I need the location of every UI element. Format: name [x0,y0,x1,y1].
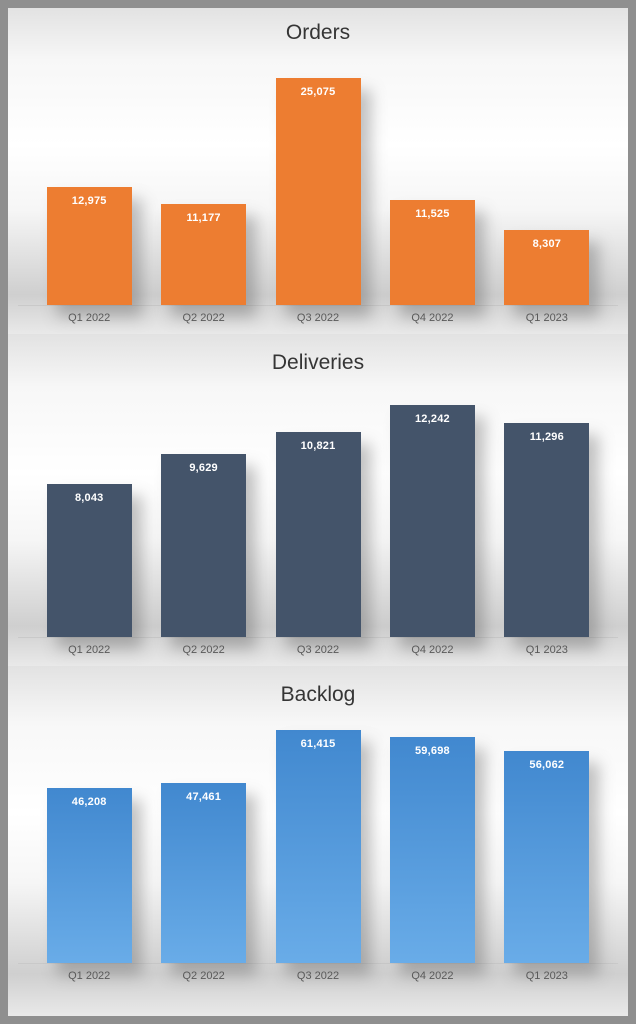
bar-slot-q4-2022: 11,525 [375,51,489,305]
category-label-q4-2022: Q4 2022 [411,970,454,982]
value-label-q1-2023: 56,062 [529,758,565,771]
deliveries-plot-area: 8,043 9,629 10,821 12,242 11,296 [18,381,618,638]
bar-slot-q1-2022: 46,208 [32,713,146,963]
value-label-q1-2023: 11,296 [529,430,564,443]
backlog-chart-title: Backlog [280,683,356,706]
value-label-q4-2022: 11,525 [415,208,450,221]
bar-q1-2022: 12,975 [46,187,132,305]
bar-q1-2023: 8,307 [504,229,590,305]
bar-slot-q1-2022: 8,043 [32,381,146,637]
bar-slot-q3-2022: 10,821 [261,381,375,637]
deliveries-chart-section: Deliveries 8,043 9,629 10,821 12,242 11,296 … [8,334,628,666]
category-label-q1-2023: Q1 2023 [525,312,568,324]
value-label-q1-2022: 8,043 [74,492,104,505]
value-label-q4-2022: 12,242 [414,412,450,425]
bar-q3-2022: 61,415 [275,730,361,963]
value-label-q1-2022: 46,208 [71,795,107,808]
deliveries-category-axis: Q1 2022 Q2 2022 Q3 2022 Q4 2022 Q1 2023 [18,638,618,666]
category-label-q4-2022: Q4 2022 [411,312,454,324]
category-label-q2-2022: Q2 2022 [182,970,225,982]
bar-slot-q2-2022: 11,177 [146,51,260,305]
bar-q2-2022: 47,461 [161,783,247,963]
category-label-q4-2022: Q4 2022 [411,644,454,656]
bar-q1-2022: 46,208 [46,787,132,963]
category-label-q1-2023: Q1 2023 [525,644,568,656]
bar-slot-q4-2022: 12,242 [375,381,489,637]
value-label-q3-2022: 10,821 [300,439,336,452]
bar-slot-q2-2022: 9,629 [146,381,260,637]
category-label-q3-2022: Q3 2022 [296,312,340,324]
category-label-q2-2022: Q2 2022 [182,644,225,656]
category-label-q1-2022: Q1 2022 [68,970,111,982]
value-label-q3-2022: 61,415 [300,738,336,751]
bar-q1-2022: 8,043 [46,484,132,637]
orders-category-axis: Q1 2022 Q2 2022 Q3 2022 Q4 2022 Q1 2023 [18,306,618,334]
category-label-q3-2022: Q3 2022 [296,970,340,982]
bar-q1-2023: 11,296 [504,422,590,637]
bar-slot-q1-2023: 11,296 [490,381,604,637]
bar-q2-2022: 9,629 [161,454,247,637]
bar-slot-q2-2022: 47,461 [146,713,260,963]
bar-q4-2022: 59,698 [389,736,475,963]
category-label-q1-2022: Q1 2022 [68,644,111,656]
bar-slot-q3-2022: 61,415 [261,713,375,963]
bar-slot-q3-2022: 25,075 [261,51,375,305]
bar-q4-2022: 12,242 [389,404,475,637]
deliveries-chart-title: Deliveries [271,351,365,374]
bar-q1-2023: 56,062 [504,750,590,963]
category-label-q1-2023: Q1 2023 [525,970,568,982]
category-label-q1-2022: Q1 2022 [68,312,111,324]
orders-chart-section: Orders 12,975 11,177 25,075 11,525 8,307 Q1 … [8,8,628,334]
orders-plot-area: 12,975 11,177 25,075 11,525 8,307 [18,51,618,306]
bar-q4-2022: 11,525 [389,200,475,305]
bar-q3-2022: 10,821 [275,431,361,637]
value-label-q2-2022: 47,461 [186,791,222,804]
backlog-category-axis: Q1 2022 Q2 2022 Q3 2022 Q4 2022 Q1 2023 [18,964,618,992]
value-label-q3-2022: 25,075 [300,85,336,98]
orders-chart-title: Orders [285,21,351,44]
category-label-q2-2022: Q2 2022 [182,312,225,324]
value-label-q2-2022: 11,177 [186,211,221,224]
bar-q3-2022: 25,075 [275,77,361,305]
value-label-q1-2023: 8,307 [532,237,562,250]
backlog-plot-area: 46,208 47,461 61,415 59,698 56,062 [18,713,618,964]
bar-q2-2022: 11,177 [161,203,247,305]
bar-slot-q1-2023: 8,307 [490,51,604,305]
value-label-q1-2022: 12,975 [71,195,107,208]
value-label-q2-2022: 9,629 [189,462,218,475]
bar-slot-q1-2023: 56,062 [490,713,604,963]
category-label-q3-2022: Q3 2022 [296,644,340,656]
value-label-q4-2022: 59,698 [414,744,450,757]
bar-slot-q4-2022: 59,698 [375,713,489,963]
backlog-chart-section: Backlog 46,208 47,461 61,415 59,698 56,062 Q… [8,666,628,1016]
bar-slot-q1-2022: 12,975 [32,51,146,305]
